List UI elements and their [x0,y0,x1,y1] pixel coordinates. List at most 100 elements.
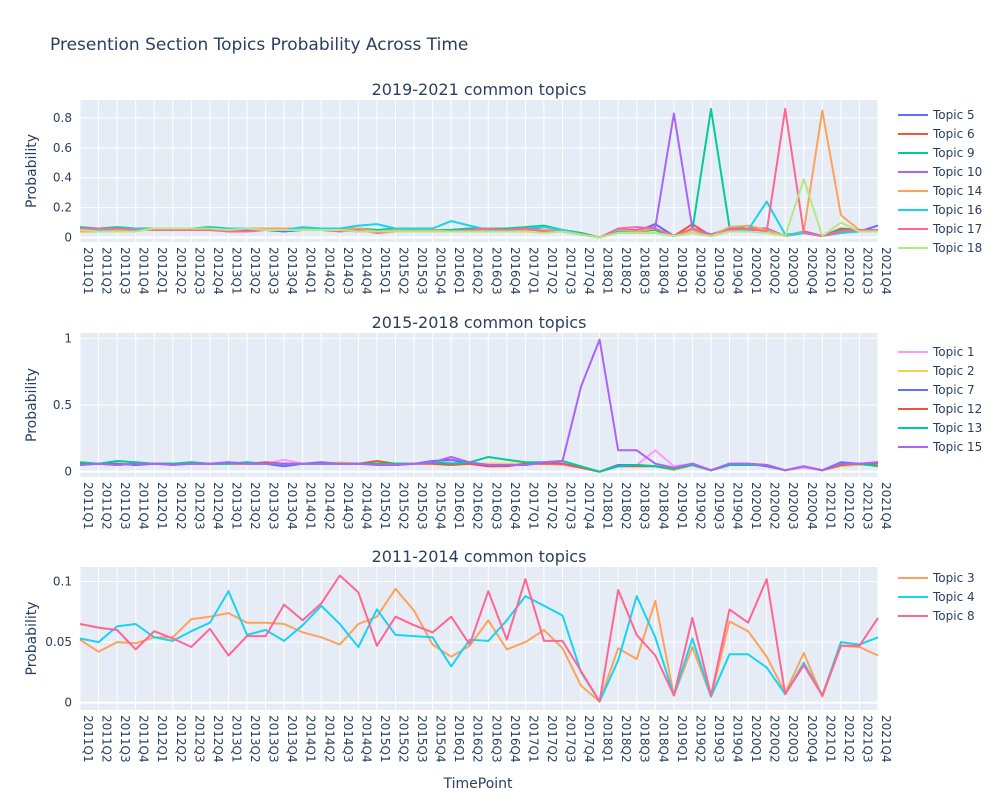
legend-label: Topic 3 [932,571,975,585]
legend-item: Topic 16 [898,203,982,217]
subplot-title: 2015-2018 common topics [372,313,587,332]
x-tick-label: 2015Q1 [378,482,392,530]
y-tick-label: 0.2 [53,201,72,215]
x-tick-label: 2012Q3 [192,482,206,530]
x-tick-label: 2015Q3 [415,482,429,530]
subplot-title: 2011-2014 common topics [372,547,587,566]
y-axis-title: Probability [24,368,40,442]
x-tick-label: 2020Q4 [805,482,819,530]
subplot-1: 0 0.2 0.4 0.6 0.8 2011Q1 2011Q2 2011Q3 2011Q4 201… [24,80,982,295]
x-tick-label: 2014Q1 [304,482,318,530]
legend-item: Topic 15 [898,440,982,454]
x-tick-label: 2021Q3 [860,247,874,295]
legend-item: Topic 1 [898,345,975,359]
series-line-topic-15 [79,338,879,472]
x-tick-label: 2018Q3 [638,247,652,295]
x-tick-label: 2016Q1 [452,715,466,763]
legend-label: Topic 10 [932,165,982,179]
x-tick-label: 2012Q1 [155,715,169,763]
x-tick-label: 2021Q4 [879,715,893,763]
x-tick-label: 2015Q3 [415,247,429,295]
x-tick-label: 2019Q4 [731,715,745,763]
legend-item: Topic 6 [898,127,975,141]
x-tick-label: 2015Q3 [415,715,429,763]
legend-label: Topic 9 [932,146,975,160]
x-tick-label: 2018Q2 [619,482,633,530]
x-tick-label: 2021Q4 [879,247,893,295]
x-tick-label: 2012Q2 [174,247,188,295]
x-tick-label: 2015Q4 [434,482,448,530]
x-tick-label: 2014Q3 [341,715,355,763]
x-tick-label: 2012Q4 [211,247,225,295]
legend-label: Topic 8 [932,609,975,623]
x-tick-label: 2015Q2 [396,715,410,763]
x-tick-label: 2016Q1 [452,482,466,530]
x-tick-label: 2021Q1 [823,715,837,763]
x-tick-label: 2020Q2 [768,715,782,763]
x-tick-label: 2019Q3 [712,715,726,763]
x-tick-label: 2016Q3 [489,482,503,530]
y-tick-label: 1 [64,331,72,345]
x-tick-label: 2011Q2 [100,715,114,763]
x-tick-label: 2020Q4 [805,715,819,763]
legend-item: Topic 7 [898,383,975,397]
x-axis-title: TimePoint [442,776,513,792]
x-tick-label: 2019Q1 [675,715,689,763]
x-tick-label: 2019Q2 [693,482,707,530]
x-tick-label: 2018Q2 [619,247,633,295]
x-tick-label: 2012Q3 [192,247,206,295]
x-tick-label: 2014Q4 [359,482,373,530]
x-tick-label: 2014Q2 [322,247,336,295]
x-tick-label: 2012Q2 [174,482,188,530]
x-tick-label: 2015Q1 [378,715,392,763]
x-tick-label: 2012Q1 [155,482,169,530]
x-tick-label: 2017Q1 [526,482,540,530]
x-tick-label: 2015Q2 [396,247,410,295]
plot-area-background [80,100,878,242]
x-tick-label: 2019Q2 [693,247,707,295]
x-tick-label: 2011Q4 [137,247,151,295]
x-tick-label: 2021Q2 [842,247,856,295]
x-tick-label: 2021Q2 [842,715,856,763]
x-tick-label: 2019Q2 [693,715,707,763]
figure-title: Presention Section Topics Probability Ac… [50,35,468,55]
x-tick-label: 2013Q3 [267,482,281,530]
x-tick-label: 2019Q1 [675,247,689,295]
x-tick-label: 2020Q3 [786,715,800,763]
x-tick-label: 2013Q3 [267,715,281,763]
x-tick-label: 2014Q3 [341,482,355,530]
x-tick-label: 2018Q4 [656,482,670,530]
x-tick-label: 2015Q4 [434,715,448,763]
legend-item: Topic 9 [898,146,975,160]
x-tick-label: 2017Q3 [564,247,578,295]
x-tick-label: 2014Q4 [359,247,373,295]
legend-item: Topic 14 [898,184,982,198]
x-tick-label: 2015Q2 [396,482,410,530]
series-line-topic-8 [79,574,879,703]
x-tick-label: 2019Q3 [712,482,726,530]
x-tick-label: 2012Q1 [155,247,169,295]
x-tick-label: 2017Q2 [545,715,559,763]
x-tick-label: 2018Q4 [656,715,670,763]
x-tick-label: 2014Q1 [304,715,318,763]
legend-label: Topic 14 [932,184,982,198]
y-tick-label: 0 [64,465,72,479]
series-line-topic-17 [80,108,878,239]
legend-label: Topic 2 [932,364,975,378]
x-tick-label: 2016Q3 [489,247,503,295]
legend-label: Topic 17 [932,222,982,236]
x-tick-label: 2013Q4 [285,715,299,763]
x-tick-label: 2013Q4 [285,482,299,530]
x-tick-label: 2018Q3 [638,482,652,530]
x-tick-label: 2014Q4 [359,715,373,763]
legend-label: Topic 13 [932,421,982,435]
y-tick-label: 0.4 [53,171,72,185]
x-tick-label: 2020Q2 [768,482,782,530]
x-tick-label: 2019Q3 [712,247,726,295]
x-tick-label: 2017Q1 [526,715,540,763]
legend-item: Topic 4 [898,590,975,604]
x-tick-label: 2018Q1 [601,715,615,763]
x-tick-label: 2011Q2 [100,247,114,295]
legend-item: Topic 3 [898,571,975,585]
